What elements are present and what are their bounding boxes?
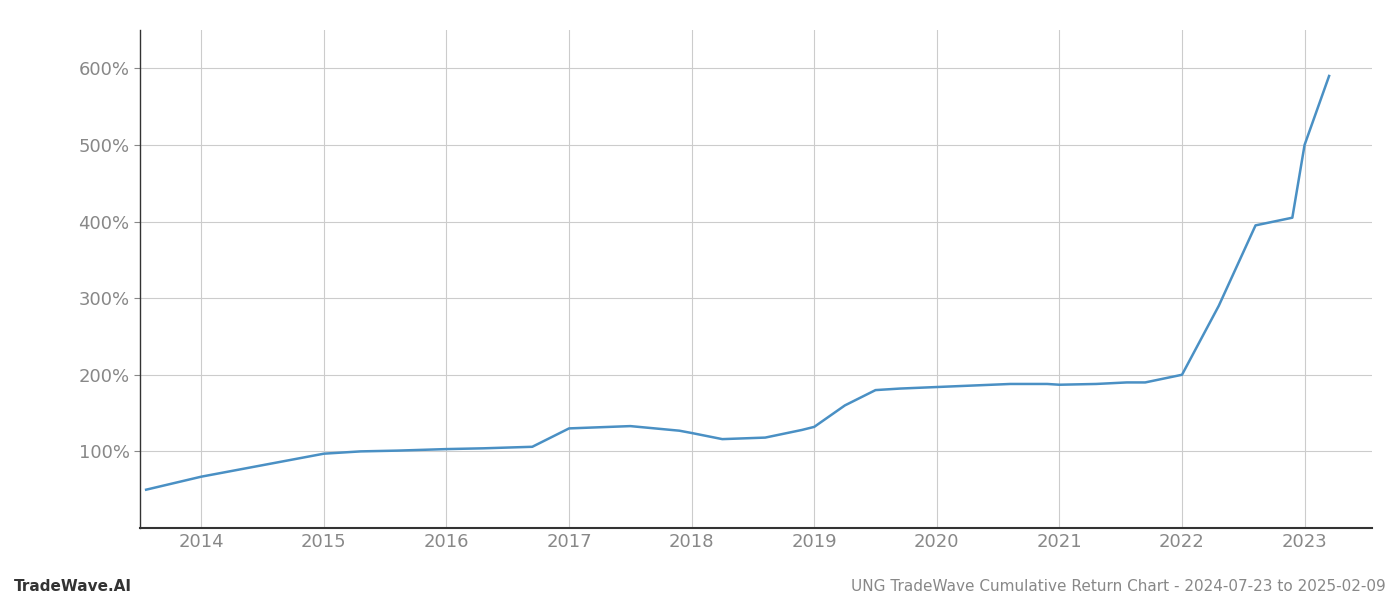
Text: TradeWave.AI: TradeWave.AI	[14, 579, 132, 594]
Text: UNG TradeWave Cumulative Return Chart - 2024-07-23 to 2025-02-09: UNG TradeWave Cumulative Return Chart - …	[851, 579, 1386, 594]
